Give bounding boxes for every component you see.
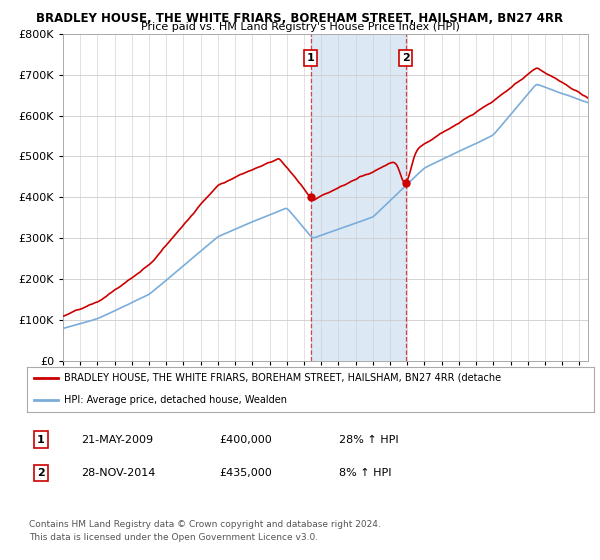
Text: HPI: Average price, detached house, Wealden: HPI: Average price, detached house, Weal…: [64, 395, 287, 405]
Text: 1: 1: [307, 53, 314, 63]
Text: 28-NOV-2014: 28-NOV-2014: [81, 468, 155, 478]
Text: 28% ↑ HPI: 28% ↑ HPI: [339, 435, 398, 445]
Text: 2: 2: [37, 468, 44, 478]
Text: Price paid vs. HM Land Registry's House Price Index (HPI): Price paid vs. HM Land Registry's House …: [140, 22, 460, 32]
Text: This data is licensed under the Open Government Licence v3.0.: This data is licensed under the Open Gov…: [29, 533, 318, 542]
Text: BRADLEY HOUSE, THE WHITE FRIARS, BOREHAM STREET, HAILSHAM, BN27 4RR: BRADLEY HOUSE, THE WHITE FRIARS, BOREHAM…: [37, 12, 563, 25]
Text: BRADLEY HOUSE, THE WHITE FRIARS, BOREHAM STREET, HAILSHAM, BN27 4RR (detache: BRADLEY HOUSE, THE WHITE FRIARS, BOREHAM…: [64, 373, 501, 383]
Text: 21-MAY-2009: 21-MAY-2009: [81, 435, 153, 445]
Text: £400,000: £400,000: [219, 435, 272, 445]
Text: 2: 2: [402, 53, 410, 63]
Text: 1: 1: [37, 435, 44, 445]
Bar: [311, 34, 406, 361]
Text: Contains HM Land Registry data © Crown copyright and database right 2024.: Contains HM Land Registry data © Crown c…: [29, 520, 380, 529]
Text: £435,000: £435,000: [219, 468, 272, 478]
Text: 8% ↑ HPI: 8% ↑ HPI: [339, 468, 391, 478]
